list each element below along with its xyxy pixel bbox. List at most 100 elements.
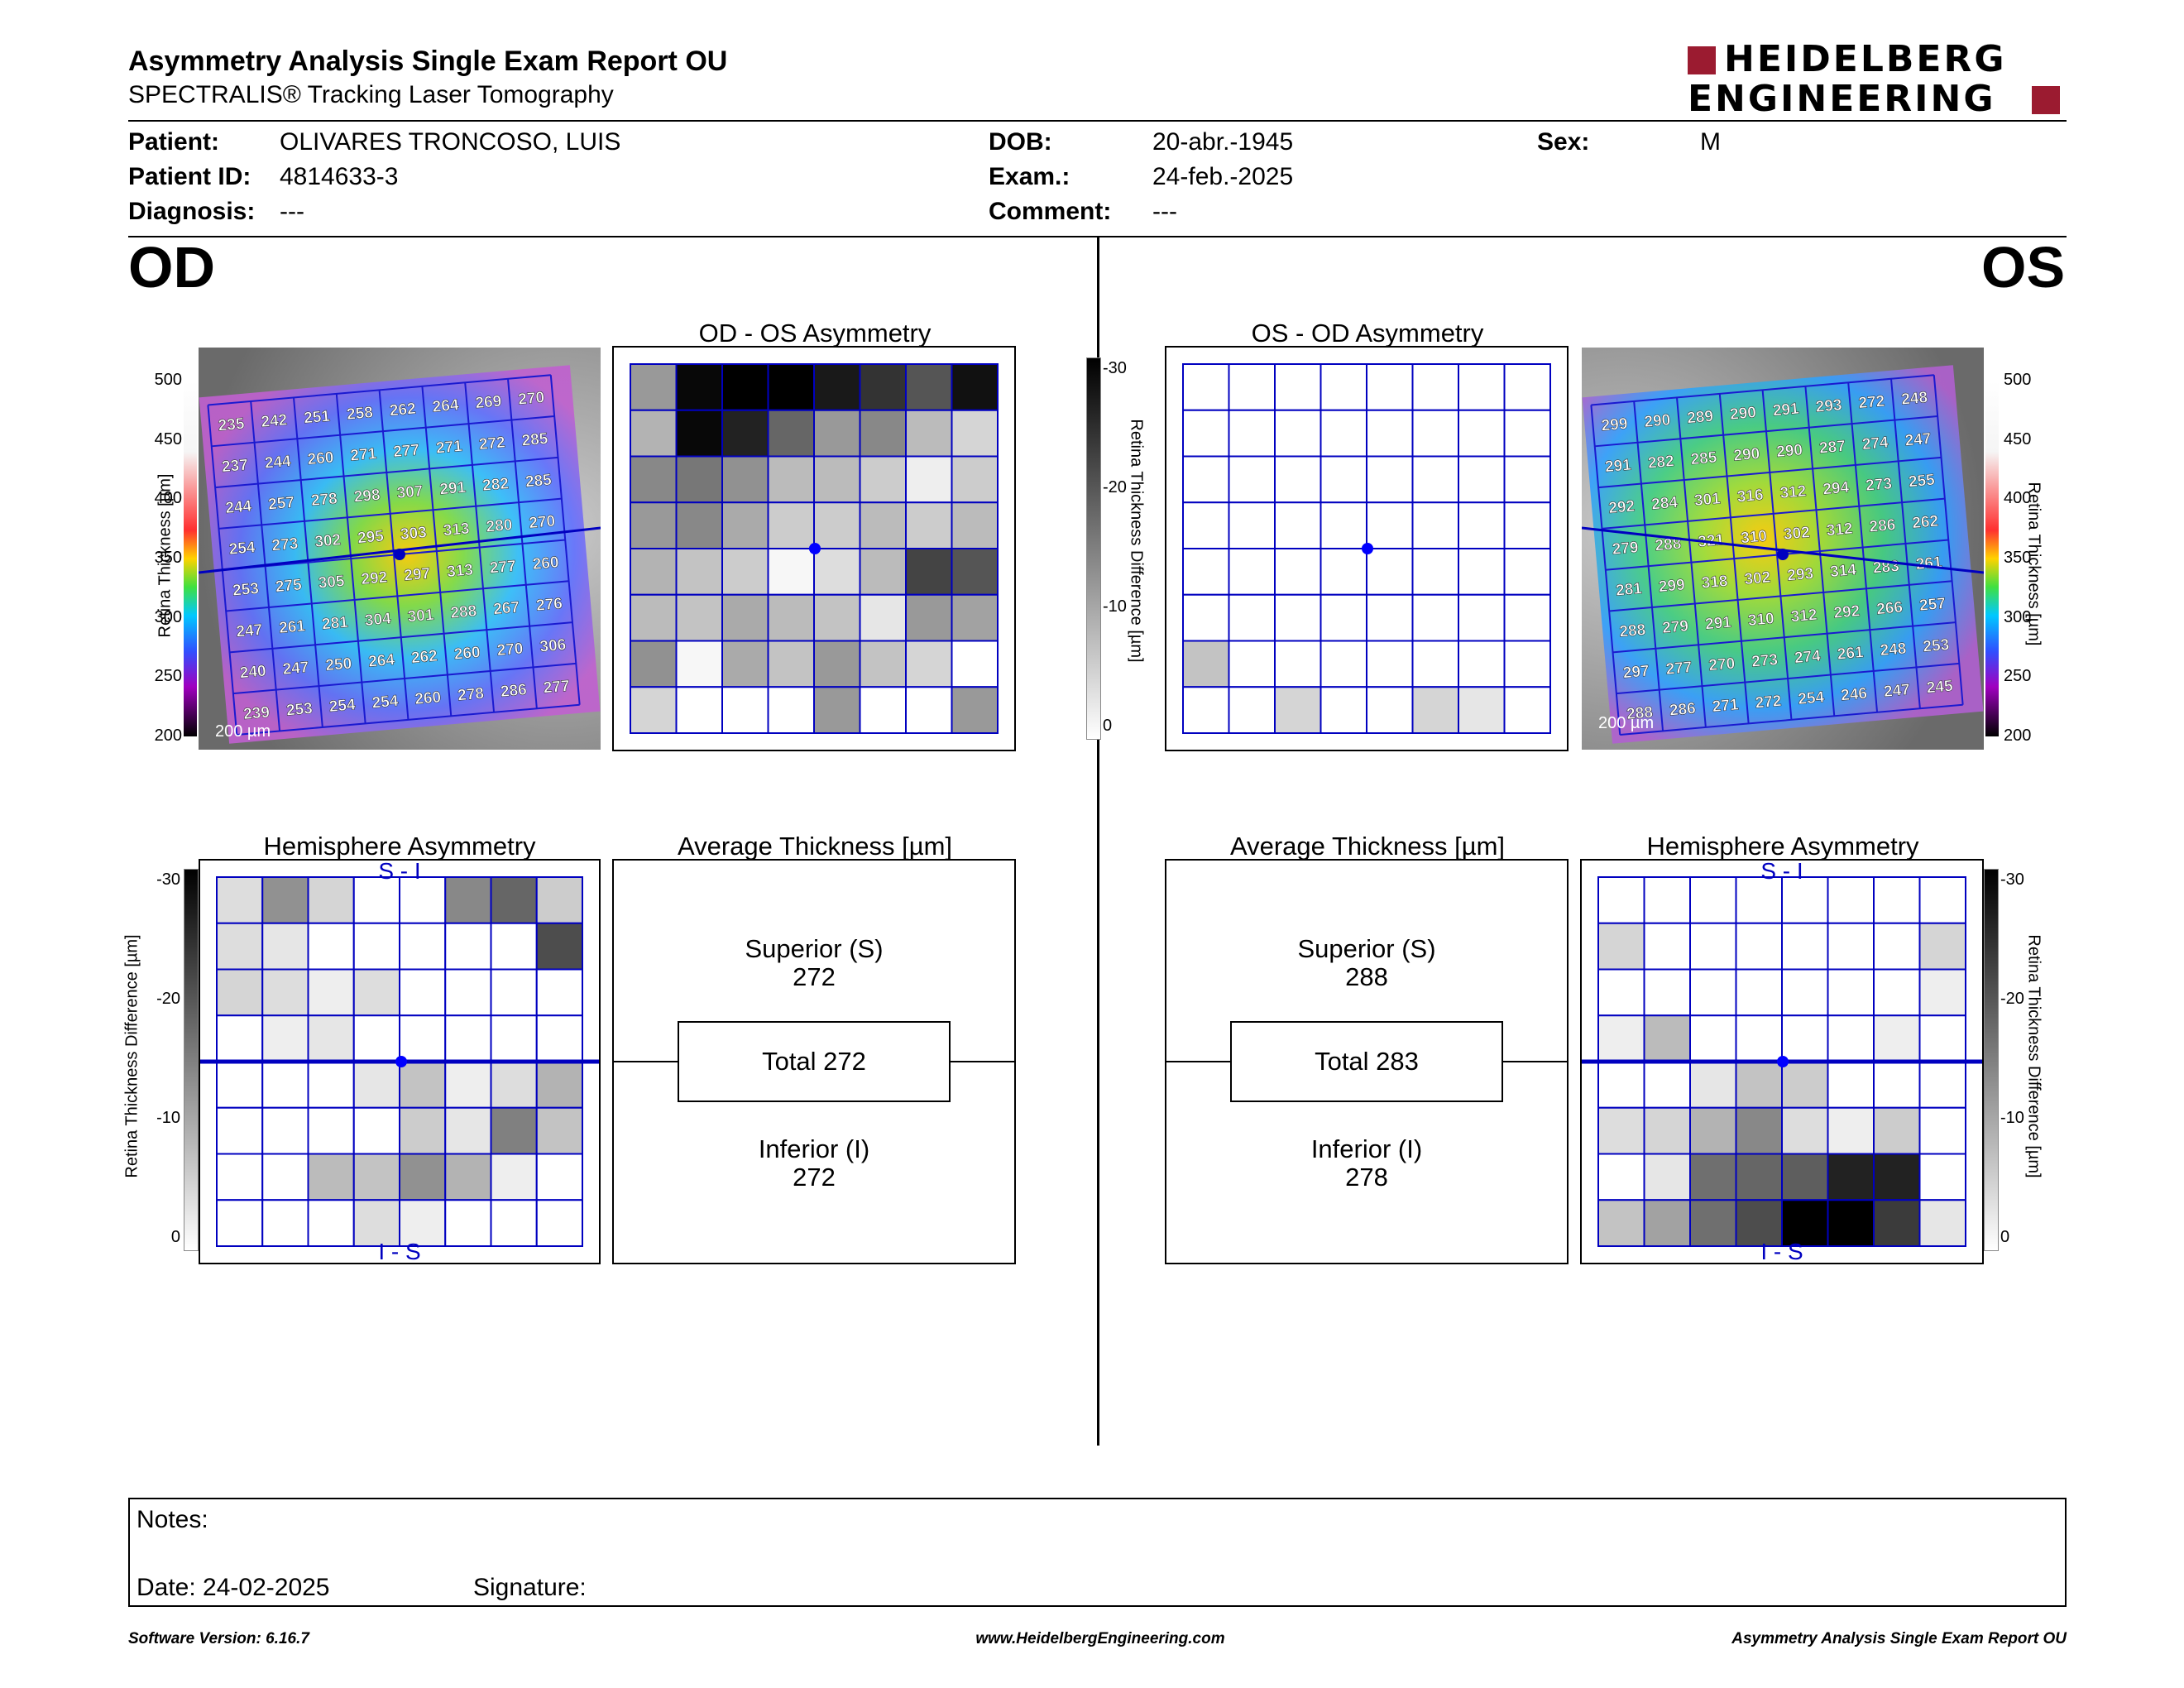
- date-label: Date: 24-02-2025: [136, 1574, 330, 1601]
- grid-cell: [1228, 593, 1276, 642]
- od-hemi-fovea-icon: [395, 1056, 407, 1067]
- grid-cell: [216, 922, 264, 971]
- grid-cell: [1503, 409, 1551, 458]
- os-fovea-axis: [1582, 526, 1984, 574]
- grid-cell: [675, 501, 723, 549]
- grid-cell: [261, 1106, 309, 1155]
- grid-cell: [859, 363, 907, 411]
- thickness-value: 260: [453, 644, 481, 664]
- thickness-value: 290: [1733, 445, 1760, 465]
- scale-tick-label: 450: [154, 429, 182, 448]
- grid-cell: [1274, 363, 1322, 411]
- grid-cell: [1873, 1061, 1921, 1109]
- scale-tick-label: 250: [154, 667, 182, 686]
- od-thickness-map: 235 242 251 258 262 264 269 270 237 244 260 271 277 2…: [199, 348, 601, 750]
- grid-line: [1804, 386, 1836, 717]
- grid-cell: [951, 686, 999, 734]
- grid-line: [229, 621, 573, 654]
- thickness-value: 312: [1826, 520, 1853, 540]
- thickness-value: 246: [1840, 685, 1867, 705]
- grid-cell: [1689, 1106, 1737, 1155]
- od-hemisphere-grid: S - I I - S: [200, 858, 599, 1264]
- grid-cell: [352, 968, 400, 1017]
- grid-cell: [630, 640, 678, 688]
- grid-cell: [1411, 548, 1459, 596]
- od-thickness-values: 235 242 251 258 262 264 269 270 237 244 260 271 277 2…: [218, 389, 571, 724]
- grid-cell: [1643, 1153, 1691, 1201]
- header-divider: [128, 120, 2067, 122]
- thickness-value: 271: [350, 445, 378, 465]
- grid-cell: [535, 922, 583, 971]
- grid-cell: [1781, 876, 1829, 924]
- os-superior-value: 288: [1345, 962, 1388, 991]
- grid-cell: [216, 968, 264, 1017]
- grid-cell: [905, 363, 953, 411]
- grid-cell: [1643, 1106, 1691, 1155]
- od-hemi-top-label: S - I: [378, 861, 420, 884]
- grid-cell: [1781, 1061, 1829, 1109]
- grid-cell: [1643, 876, 1691, 924]
- grid-cell: [307, 876, 355, 924]
- grid-cell: [1827, 968, 1875, 1017]
- grid-cell: [905, 409, 953, 458]
- thickness-value: 254: [228, 539, 256, 559]
- grid-cell: [767, 593, 815, 642]
- os-thickness-ticks: 500 450 400 350 300 250 200: [2004, 364, 2050, 753]
- website-link[interactable]: www.HeidelbergEngineering.com: [975, 1630, 1225, 1647]
- thickness-value: 291: [1772, 400, 1800, 420]
- thickness-value: 247: [1883, 681, 1910, 701]
- od-superior-value: 272: [793, 962, 836, 991]
- od-hemi-ticks: -30 -20 -10 0: [132, 869, 180, 1249]
- thickness-value: 291: [1604, 457, 1632, 477]
- grid-cell: [1503, 455, 1551, 504]
- report-title: Asymmetry Analysis Single Exam Report OU: [128, 46, 728, 77]
- grid-cell: [767, 363, 815, 411]
- grid-cell: [1182, 640, 1230, 688]
- thickness-value: 267: [492, 599, 520, 619]
- signature-label: Signature:: [473, 1574, 587, 1601]
- scale-tick-label: 500: [2004, 371, 2032, 389]
- logo-text-top: HEIDELBERG: [1724, 38, 2007, 80]
- grid-cell: [216, 1106, 264, 1155]
- grid-cell: [767, 640, 815, 688]
- grid-cell: [1873, 1014, 1921, 1062]
- grid-cell: [859, 455, 907, 504]
- grid-cell: [1873, 1199, 1921, 1247]
- grid-cell: [444, 1153, 492, 1201]
- grid-cell: [675, 686, 723, 734]
- thickness-value: 280: [486, 516, 513, 536]
- thickness-value: 273: [271, 535, 299, 555]
- thickness-value: 294: [1822, 479, 1851, 499]
- thickness-value: 253: [1923, 636, 1950, 656]
- grid-cell: [767, 409, 815, 458]
- grid-cell: [1643, 1199, 1691, 1247]
- grid-cell: [307, 922, 355, 971]
- od-thickness-svg: 235 242 251 258 262 264 269 270 237 244 260 271 277 2…: [199, 348, 601, 750]
- scale-tick-label: 400: [2004, 489, 2032, 508]
- grid-cell: [1689, 876, 1737, 924]
- grid-cell: [1597, 1061, 1645, 1109]
- od-superior-label: Superior (S): [745, 934, 884, 963]
- grid-cell: [399, 876, 447, 924]
- thickness-value: 288: [1626, 703, 1653, 723]
- od-inferior-label: Inferior (I): [758, 1134, 870, 1163]
- thickness-value: 245: [1926, 678, 1954, 698]
- grid-cell: [951, 548, 999, 596]
- grid-cell: [490, 876, 538, 924]
- od-average-title: Average Thickness [µm]: [677, 832, 953, 861]
- grid-cell: [216, 1061, 264, 1109]
- grid-cell: [352, 1199, 400, 1247]
- od-hemi-bottom-label: I - S: [378, 1239, 420, 1263]
- grid-cell: [1689, 1199, 1737, 1247]
- thickness-value: 274: [1861, 434, 1889, 453]
- grid-cell: [1274, 686, 1322, 734]
- grid-cell: [1274, 455, 1322, 504]
- grid-cell: [1182, 363, 1230, 411]
- thickness-value: 302: [1783, 524, 1810, 544]
- grid-line: [1612, 621, 1956, 654]
- os-thickness-svg: 299 290 289 290 291 293 272 248 291 282 285 290 290 2…: [1582, 348, 1984, 750]
- thickness-value: 242: [261, 411, 288, 431]
- thickness-value: 260: [307, 449, 334, 469]
- grid-cell: [1827, 1014, 1875, 1062]
- scale-tick-label: -30: [2000, 870, 2024, 889]
